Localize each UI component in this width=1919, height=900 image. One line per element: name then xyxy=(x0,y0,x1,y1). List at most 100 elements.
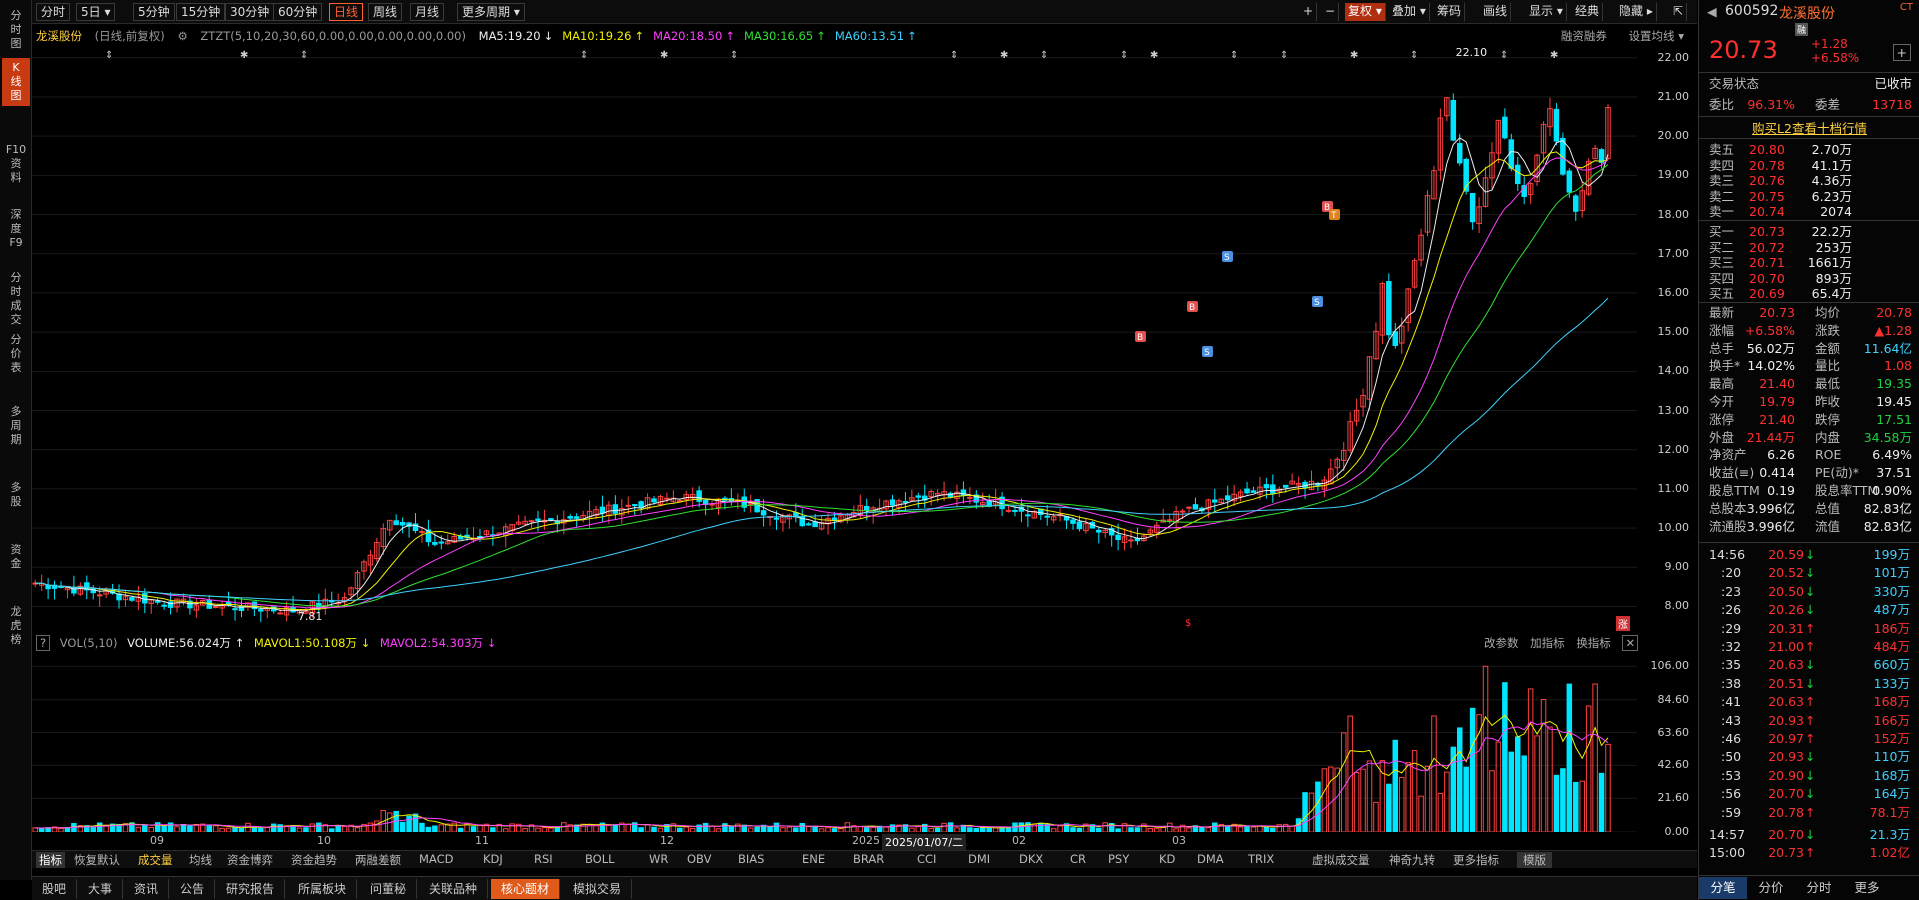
indicator-tab-0[interactable]: 指标 xyxy=(36,852,65,868)
signal-badge[interactable]: S xyxy=(1202,346,1213,358)
indicator-tab-22[interactable]: DMA xyxy=(1197,852,1224,866)
indicator-tab-11[interactable]: WR xyxy=(649,852,669,866)
bid-level-4[interactable]: 买四 20.70 893万 xyxy=(1709,270,1852,286)
indicator-tab-6[interactable]: 两融差额 xyxy=(355,853,401,867)
event-marker[interactable]: ✱ xyxy=(1550,50,1558,61)
event-marker[interactable]: ⇕ xyxy=(105,50,113,61)
event-marker[interactable]: ✱ xyxy=(240,50,248,61)
close-icon[interactable]: ✕ xyxy=(1622,635,1639,651)
event-marker[interactable]: ✱ xyxy=(1350,50,1358,61)
bid-level-1[interactable]: 买一 20.73 22.2万 xyxy=(1709,224,1852,239)
indicator-tab-1[interactable]: 恢复默认 xyxy=(74,853,120,867)
indicator-tab-12[interactable]: OBV xyxy=(687,852,712,866)
toolbar-tool-6[interactable]: 显示 ▾ xyxy=(1526,3,1567,21)
period-button-3[interactable]: 15分钟 xyxy=(176,3,226,21)
quote-tab-1[interactable]: 分价 xyxy=(1758,880,1784,895)
sidebar-tab-8[interactable]: 资金 xyxy=(10,543,22,570)
sidebar-tab-7[interactable]: 多股 xyxy=(10,481,22,508)
period-button-7[interactable]: 周线 xyxy=(368,3,403,21)
quote-tab-2[interactable]: 分时 xyxy=(1806,880,1832,895)
page-tab-5[interactable]: 所属板块 xyxy=(288,879,358,899)
quote-tab-0[interactable]: 分笔 xyxy=(1699,877,1747,899)
ask-level-2[interactable]: 卖二 20.75 6.23万 xyxy=(1709,188,1852,204)
indicator-tab-19[interactable]: CR xyxy=(1070,852,1087,866)
event-marker[interactable]: ✱ xyxy=(1150,50,1158,61)
add-watchlist-button[interactable]: + xyxy=(1892,44,1911,61)
volume-chart[interactable] xyxy=(32,650,1637,832)
indicator-tab-7[interactable]: MACD xyxy=(419,852,454,866)
bid-level-3[interactable]: 买三 20.71 1661万 xyxy=(1709,255,1852,270)
page-tab-3[interactable]: 公告 xyxy=(170,879,216,899)
event-marker[interactable]: ✱ xyxy=(1000,50,1008,61)
indicator-tab-26[interactable]: 更多指标 xyxy=(1453,853,1499,867)
collapse-arrow-icon[interactable]: ◀ xyxy=(1707,4,1717,19)
quote-tab-3[interactable]: 更多 xyxy=(1854,880,1880,895)
indicator-tab-16[interactable]: CCI xyxy=(917,852,937,866)
period-button-4[interactable]: 30分钟 xyxy=(225,3,275,21)
page-tab-6[interactable]: 问董秘 xyxy=(360,879,418,899)
indicator-tab-18[interactable]: DKX xyxy=(1019,852,1044,866)
sidebar-tab-0[interactable]: 分时图 xyxy=(10,9,22,50)
indicator-tab-27[interactable]: 模版 xyxy=(1517,852,1552,868)
help-icon[interactable]: ? xyxy=(36,635,51,651)
period-button-1[interactable]: 5日 ▾ xyxy=(76,3,116,21)
add-indicator-button[interactable]: 加指标 xyxy=(1530,636,1565,650)
indicator-tab-24[interactable]: 虚拟成交量 xyxy=(1312,853,1370,867)
ask-level-4[interactable]: 卖四 20.78 41.1万 xyxy=(1709,157,1852,173)
page-tab-9[interactable]: 模拟交易 xyxy=(563,879,633,899)
sidebar-tab-3[interactable]: 深度 F9 xyxy=(9,208,23,249)
event-marker[interactable]: ⇕ xyxy=(1230,50,1238,61)
event-marker[interactable]: ⇕ xyxy=(1500,50,1508,61)
indicator-tab-14[interactable]: ENE xyxy=(802,852,826,866)
page-tab-2[interactable]: 资讯 xyxy=(124,879,170,899)
sidebar-tab-4[interactable]: 分时成交 xyxy=(10,271,22,326)
indicator-tab-8[interactable]: KDJ xyxy=(483,852,503,866)
sidebar-tab-9[interactable]: 龙虎榜 xyxy=(10,605,22,646)
bid-level-2[interactable]: 买二 20.72 253万 xyxy=(1709,239,1852,255)
ask-level-3[interactable]: 卖三 20.76 4.36万 xyxy=(1709,173,1852,188)
ask-level-1[interactable]: 卖一 20.74 2074 xyxy=(1709,204,1852,219)
toolbar-tool-9[interactable]: ⇱ xyxy=(1670,3,1688,21)
indicator-tab-17[interactable]: DMI xyxy=(968,852,991,866)
period-button-2[interactable]: 5分钟 xyxy=(133,3,175,21)
edit-params-button[interactable]: 改参数 xyxy=(1484,636,1519,650)
event-marker[interactable]: ⇕ xyxy=(300,50,308,61)
page-tab-0[interactable]: 股吧 xyxy=(32,879,78,899)
settings-icon[interactable]: ⚙ xyxy=(177,29,188,43)
signal-badge[interactable]: T xyxy=(1329,209,1340,221)
switch-indicator-button[interactable]: 换指标 xyxy=(1576,636,1611,650)
toolbar-tool-7[interactable]: 经典 xyxy=(1572,3,1604,21)
period-button-6[interactable]: 日线 xyxy=(329,3,364,21)
signal-badge[interactable]: B xyxy=(1187,301,1198,313)
period-button-0[interactable]: 分时 xyxy=(36,3,71,21)
event-marker[interactable]: ⇕ xyxy=(1280,50,1288,61)
indicator-tab-3[interactable]: 均线 xyxy=(189,853,212,867)
toolbar-tool-4[interactable]: 筹码 xyxy=(1434,3,1466,21)
margin-trading-link[interactable]: 融资融券 xyxy=(1560,29,1607,43)
event-marker[interactable]: ⇕ xyxy=(1410,50,1418,61)
sidebar-tab-2[interactable]: F10 资料 xyxy=(5,143,27,184)
page-tab-4[interactable]: 研究报告 xyxy=(216,879,286,899)
toolbar-tool-1[interactable]: − xyxy=(1322,3,1340,21)
indicator-tab-13[interactable]: BIAS xyxy=(738,852,765,866)
indicator-tab-15[interactable]: BRAR xyxy=(853,852,885,866)
period-button-5[interactable]: 60分钟 xyxy=(273,3,323,21)
signal-badge[interactable]: S xyxy=(1222,251,1233,263)
toolbar-tool-5[interactable]: 画线 xyxy=(1480,3,1512,21)
indicator-tab-5[interactable]: 资金趋势 xyxy=(291,853,337,867)
indicator-tab-4[interactable]: 资金博弈 xyxy=(227,853,273,867)
page-tab-7[interactable]: 关联品种 xyxy=(419,879,489,899)
indicator-tab-10[interactable]: BOLL xyxy=(585,852,615,866)
toolbar-tool-2[interactable]: 复权 ▾ xyxy=(1345,3,1386,21)
event-marker[interactable]: ⇕ xyxy=(950,50,958,61)
ask-level-5[interactable]: 卖五 20.80 2.70万 xyxy=(1709,142,1852,157)
signal-badge[interactable]: B xyxy=(1135,331,1146,343)
bid-level-5[interactable]: 买五 20.69 65.4万 xyxy=(1709,286,1852,301)
toolbar-tool-8[interactable]: 隐藏 ▸ xyxy=(1616,3,1657,21)
indicator-tab-23[interactable]: TRIX xyxy=(1248,852,1275,866)
indicator-tab-2[interactable]: 成交量 xyxy=(138,853,173,867)
event-marker[interactable]: ✱ xyxy=(660,50,668,61)
toolbar-tool-3[interactable]: 叠加 ▾ xyxy=(1389,3,1430,21)
